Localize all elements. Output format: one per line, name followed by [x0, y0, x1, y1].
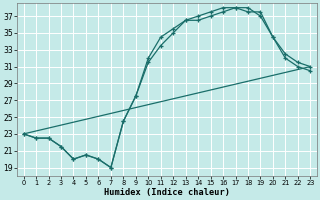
X-axis label: Humidex (Indice chaleur): Humidex (Indice chaleur)	[104, 188, 230, 197]
